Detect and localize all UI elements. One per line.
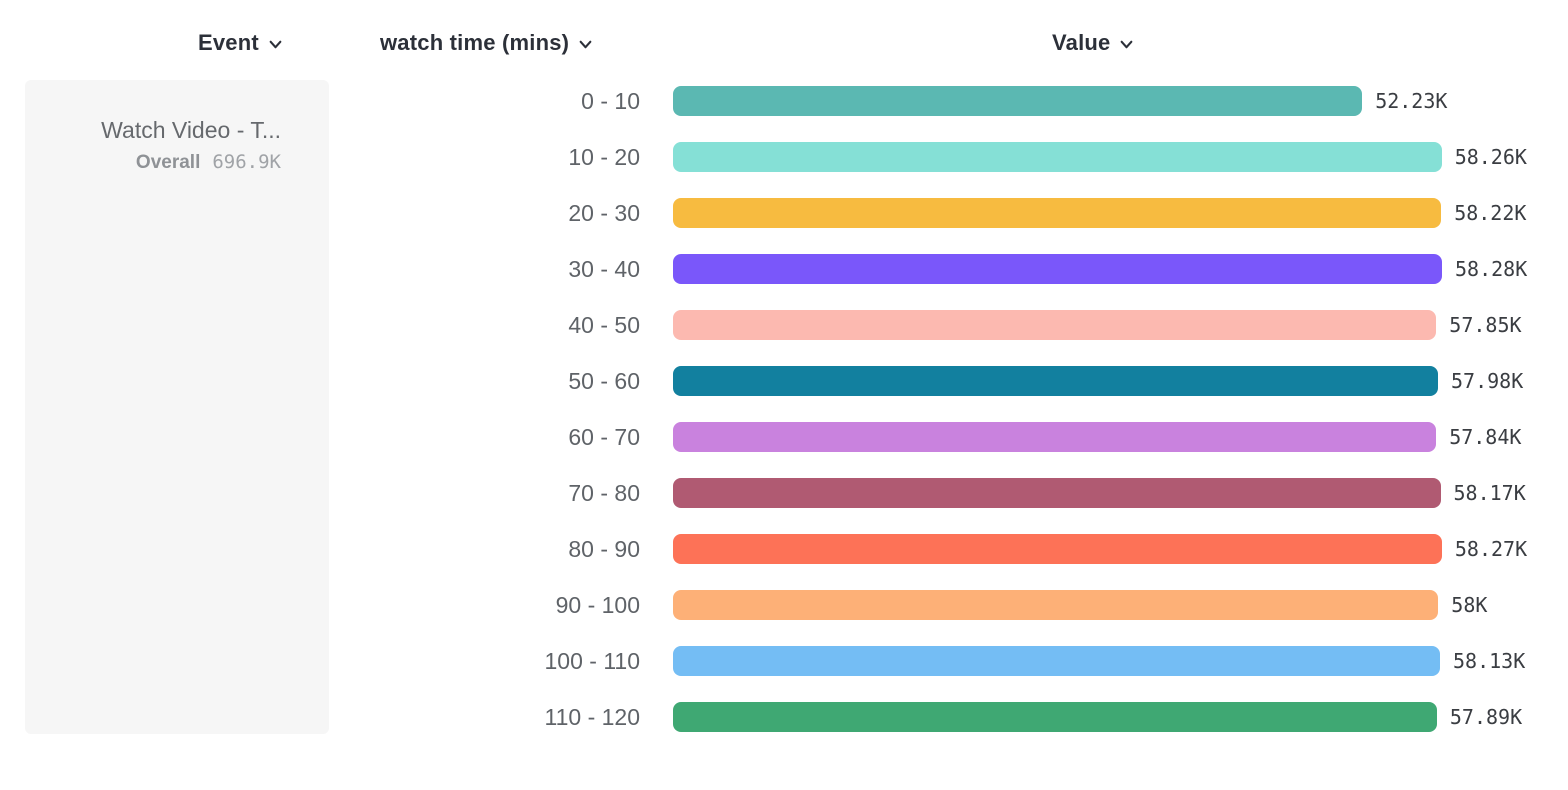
bar-area: 57.89K: [673, 702, 1568, 732]
bar-area: 58.27K: [673, 534, 1568, 564]
event-segment-card[interactable]: Watch Video - T... Overall 696.9K: [25, 80, 329, 734]
value-label: 58.22K: [1454, 201, 1527, 225]
chevron-down-icon: [1121, 40, 1133, 49]
bar-area: 58.28K: [673, 254, 1568, 284]
category-label: 100 - 110: [544, 647, 640, 674]
bar-chart: 0 - 10 52.23K 10 - 20 58.26K 20 - 30 58.22K 30…: [0, 73, 1568, 745]
bar-80-90[interactable]: [673, 534, 1442, 564]
bar-100-110[interactable]: [673, 646, 1440, 676]
bar-area: 58.26K: [673, 142, 1568, 172]
bar-area: 58.13K: [673, 646, 1568, 676]
chart-row: 0 - 10 52.23K: [0, 73, 1568, 129]
bar-area: 57.98K: [673, 366, 1568, 396]
bar-90-100[interactable]: [673, 590, 1439, 620]
chevron-down-icon: [579, 40, 592, 49]
value-label: 57.89K: [1449, 705, 1523, 729]
value-label: 58.27K: [1454, 537, 1528, 561]
bar-110-120[interactable]: [673, 702, 1437, 732]
category-label: 80 - 90: [568, 535, 640, 562]
value-label: 58.26K: [1454, 145, 1527, 169]
event-column-label: Event: [198, 30, 259, 55]
overall-value: 696.9K: [212, 151, 281, 173]
chart-row: 20 - 30 58.22K: [0, 185, 1568, 241]
value-label: 58.28K: [1455, 257, 1528, 281]
bar-10-20[interactable]: [673, 142, 1442, 172]
chart-row: 40 - 50 57.85K: [0, 297, 1568, 353]
chart-row: 70 - 80 58.17K: [0, 465, 1568, 521]
chart-row: 110 - 120 57.89K: [0, 689, 1568, 745]
chart-row: 30 - 40 58.28K: [0, 241, 1568, 297]
bar-70-80[interactable]: [673, 478, 1441, 508]
value-label: 57.85K: [1449, 313, 1522, 337]
chevron-down-icon: [269, 40, 282, 49]
value-label: 57.98K: [1451, 369, 1524, 393]
bar-area: 58K: [673, 590, 1568, 620]
category-label: 110 - 120: [544, 703, 640, 730]
category-label: 10 - 20: [568, 143, 640, 170]
breakdown-column-label: watch time (mins): [380, 30, 570, 55]
value-label: 52.23K: [1375, 89, 1448, 113]
chart-row: 80 - 90 58.27K: [0, 521, 1568, 577]
value-label: 58K: [1451, 593, 1488, 617]
value-column-dropdown[interactable]: Value: [1052, 28, 1134, 58]
category-label: 90 - 100: [555, 591, 640, 618]
value-column-label: Value: [1052, 30, 1111, 55]
breakdown-column-dropdown[interactable]: watch time (mins): [380, 28, 593, 58]
bar-60-70[interactable]: [673, 422, 1437, 452]
value-label: 58.13K: [1453, 649, 1526, 673]
chart-row: 50 - 60 57.98K: [0, 353, 1568, 409]
bar-area: 58.17K: [673, 478, 1568, 508]
category-label: 0 - 10: [581, 87, 640, 114]
category-label: 30 - 40: [568, 255, 640, 282]
bar-area: 57.85K: [673, 310, 1568, 340]
bar-50-60[interactable]: [673, 366, 1438, 396]
value-label: 58.17K: [1453, 481, 1526, 505]
chart-row: 60 - 70 57.84K: [0, 409, 1568, 465]
category-label: 60 - 70: [568, 423, 640, 450]
category-label: 50 - 60: [568, 367, 640, 394]
chart-row: 90 - 100 58K: [0, 577, 1568, 633]
category-label: 20 - 30: [568, 199, 640, 226]
bar-30-40[interactable]: [673, 254, 1442, 284]
bar-20-30[interactable]: [673, 198, 1442, 228]
category-label: 40 - 50: [568, 311, 640, 338]
overall-label: Overall: [135, 152, 201, 173]
event-title: Watch Video - T...: [101, 117, 281, 143]
bar-area: 57.84K: [673, 422, 1568, 452]
bar-40-50[interactable]: [673, 310, 1437, 340]
chart-row: 10 - 20 58.26K: [0, 129, 1568, 185]
bar-area: 58.22K: [673, 198, 1568, 228]
bar-0-10[interactable]: [673, 86, 1363, 116]
chart-row: 100 - 110 58.13K: [0, 633, 1568, 689]
value-label: 57.84K: [1449, 425, 1522, 449]
event-column-dropdown[interactable]: Event: [198, 28, 283, 58]
bar-area: 52.23K: [673, 86, 1568, 116]
category-label: 70 - 80: [568, 479, 640, 506]
event-overall-row: Overall 696.9K: [25, 151, 281, 174]
